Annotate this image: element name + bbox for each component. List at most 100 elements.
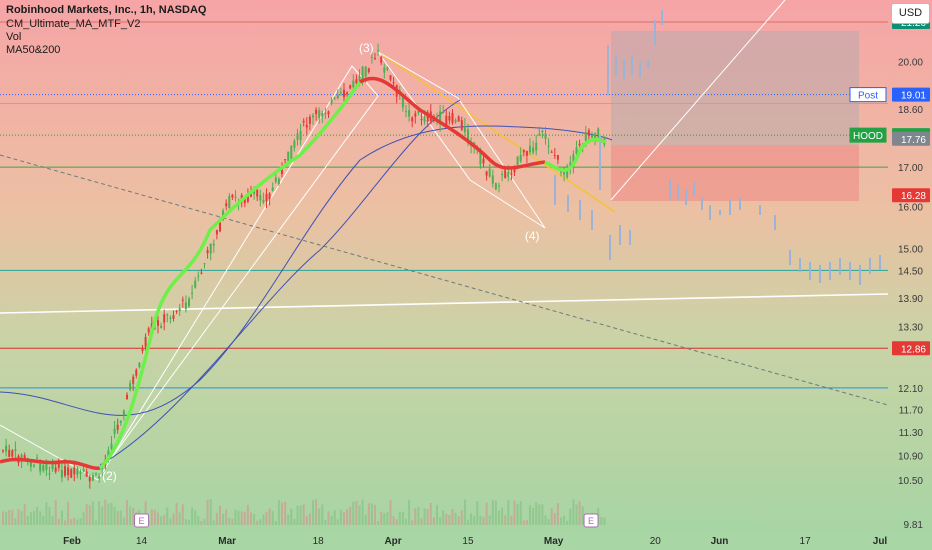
candle (110, 443, 113, 449)
volume-bar (600, 517, 603, 525)
candle (405, 111, 407, 113)
candle (302, 120, 305, 123)
candle (343, 89, 345, 98)
candle (361, 66, 364, 81)
candle (491, 175, 494, 184)
candle (457, 116, 460, 122)
volume-bar (209, 499, 212, 525)
candle (318, 110, 321, 118)
volume-bar (95, 520, 97, 525)
indicator-label-cm-ma[interactable]: CM_Ultimate_MA_MTF_V2 (6, 18, 141, 30)
ma50-line (0, 125, 613, 416)
candle (206, 250, 209, 254)
candle (163, 314, 166, 323)
candle (525, 150, 528, 156)
candle (479, 150, 482, 165)
candle (85, 471, 88, 477)
volume-bar (14, 518, 17, 525)
candle (569, 162, 572, 168)
candle (426, 112, 429, 122)
candle (594, 133, 597, 139)
candle (575, 147, 578, 154)
candle (42, 465, 45, 471)
volume-bar (498, 510, 500, 525)
volume-bar (116, 511, 119, 525)
candle (36, 457, 39, 459)
volume-bar (262, 514, 265, 525)
volume-bar (98, 501, 101, 525)
earnings-marker-label: E (588, 516, 594, 526)
volume-bar (281, 502, 283, 525)
x-tick-label: Jun (711, 536, 729, 547)
volume-bar (172, 513, 175, 525)
volume-bar (299, 505, 302, 525)
candle (194, 280, 197, 288)
candle (436, 116, 438, 118)
volume-bar (60, 510, 63, 525)
volume-bar (417, 506, 420, 525)
earnings-marker-label: E (139, 516, 145, 526)
candle (445, 115, 448, 125)
y-tick-label: 13.30 (898, 322, 923, 333)
volume-bar (367, 503, 370, 525)
candle (501, 174, 504, 176)
volume-bar (51, 516, 54, 525)
price-tag (849, 127, 887, 143)
profit-zone (611, 31, 859, 145)
candle (209, 243, 212, 254)
x-tick-label: 14 (136, 536, 148, 547)
candle (587, 130, 590, 137)
volume-bar (513, 500, 516, 525)
volume-bar (538, 504, 541, 525)
candle (293, 140, 296, 148)
x-tick-label: Apr (384, 536, 401, 547)
volume-bar (240, 511, 243, 525)
candle (119, 420, 122, 423)
candle (522, 150, 525, 153)
candle (212, 244, 215, 246)
candle (225, 203, 228, 207)
volume-bar (529, 505, 531, 525)
volume-bar (293, 518, 296, 525)
candle (333, 97, 336, 99)
indicator-label-ma50-200[interactable]: MA50&200 (6, 44, 61, 56)
volume-bar (200, 520, 203, 525)
volume-bar (547, 518, 550, 525)
candle (287, 151, 290, 161)
volume-bar (104, 499, 107, 525)
volume-bar (336, 519, 339, 525)
volume-bar (312, 500, 314, 525)
candle (336, 94, 339, 99)
candle (219, 222, 221, 232)
candle (160, 325, 163, 328)
volume-bar (23, 503, 26, 525)
volume-bar (439, 517, 442, 525)
volume-bar (560, 517, 562, 525)
volume-bar (405, 518, 407, 525)
candle (129, 383, 132, 390)
candle (417, 111, 420, 113)
volume-bar (333, 510, 336, 525)
currency-button[interactable]: USD (891, 3, 930, 24)
price-label-text: 12.86 (901, 344, 926, 355)
candle (374, 58, 376, 60)
volume-bar (569, 508, 572, 525)
volume-bar (408, 499, 411, 525)
candle (172, 315, 175, 319)
volume-bar (113, 506, 116, 525)
volume-bar (219, 506, 221, 525)
price-label-box (892, 188, 930, 203)
earnings-marker (583, 513, 599, 528)
volume-bar (215, 512, 218, 525)
volume-bar (389, 500, 392, 525)
volume-bar (575, 504, 578, 525)
indicator-label-vol[interactable]: Vol (6, 31, 22, 43)
volume-bar (122, 517, 125, 525)
volume-bar (157, 512, 159, 525)
volume-bar (36, 506, 39, 525)
loss-zone (611, 145, 859, 201)
candle (113, 428, 116, 434)
x-tick-label: May (544, 536, 564, 547)
